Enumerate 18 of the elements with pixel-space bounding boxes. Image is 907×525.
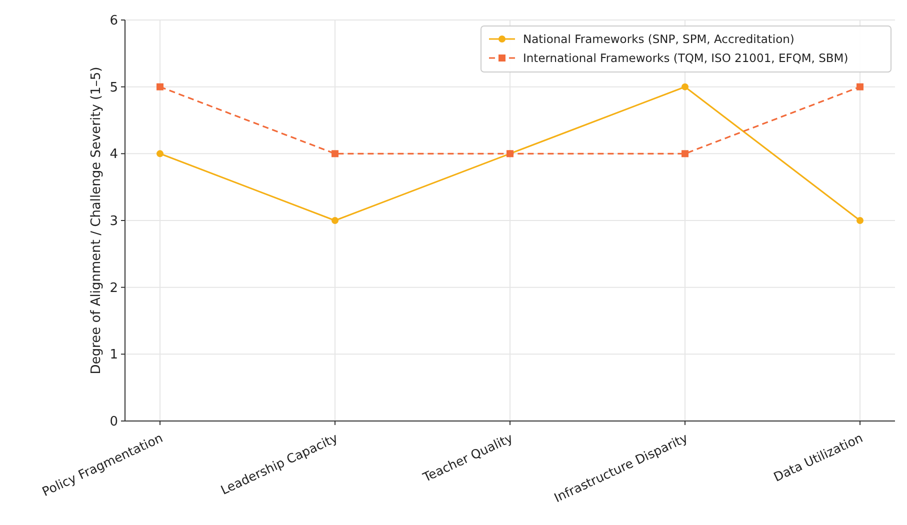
y-axis-title: Degree of Alignment / Challenge Severity (1–5) [89,66,104,374]
legend-label: National Frameworks (SNP, SPM, Accreditation) [523,32,794,46]
point [332,217,338,224]
point [332,150,338,158]
y-tick-label: 4 [110,147,118,162]
legend-label: International Frameworks (TQM, ISO 21001, EFQM, SBM) [523,51,848,66]
point [856,217,864,224]
y-tick-label: 1 [110,348,118,363]
point [156,150,164,158]
y-tick-label: 2 [110,280,118,296]
y-tick-label: 5 [110,80,118,96]
point [682,150,688,158]
point [156,83,164,90]
y-tick-label: 3 [110,214,118,230]
point [682,83,688,90]
y-tick-label: 0 [110,414,118,430]
y-tick-label: 6 [110,14,118,29]
point [856,83,864,90]
